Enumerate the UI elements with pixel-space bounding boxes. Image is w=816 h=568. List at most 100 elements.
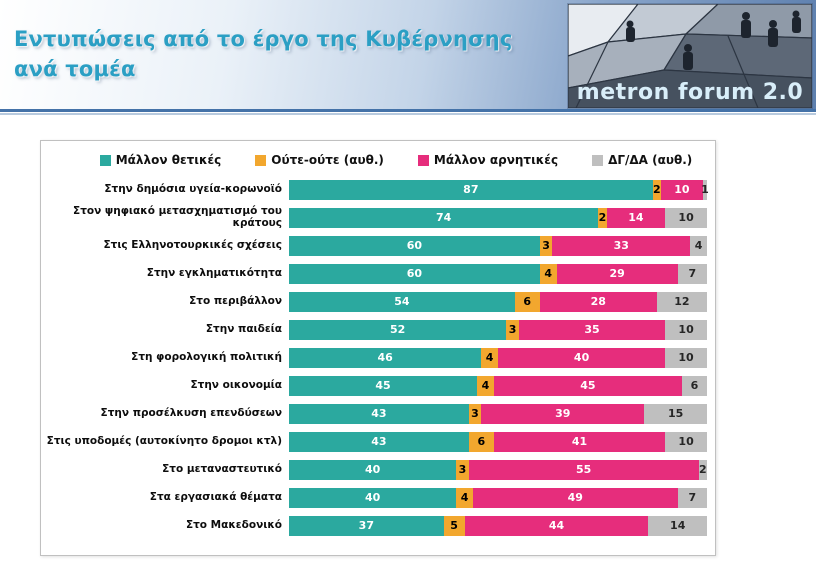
bar-segment: 4 bbox=[456, 487, 473, 508]
bar-segment: 40 bbox=[497, 347, 666, 368]
bar-value-label: 49 bbox=[567, 491, 583, 504]
bar-value-label: 5 bbox=[450, 519, 458, 532]
bar-value-label: 4 bbox=[485, 351, 494, 364]
chart-row: Στα εργασιακά θέματα 40 4 49 7 bbox=[45, 487, 707, 508]
bar-value-label: 52 bbox=[390, 323, 406, 336]
bar-value-label: 14 bbox=[628, 211, 644, 224]
bar-value-label: 60 bbox=[406, 267, 423, 280]
bar-segment: 49 bbox=[472, 487, 678, 508]
bar-value-label: 45 bbox=[375, 379, 391, 392]
bar-segment: 10 bbox=[661, 179, 703, 200]
bar-value-label: 4 bbox=[460, 491, 469, 504]
logo-wordmark: metron forum 2.0 bbox=[577, 80, 803, 105]
bar-value-label: 54 bbox=[394, 295, 410, 308]
bar-segment: 2 bbox=[698, 459, 707, 480]
bar-value-label: 2 bbox=[653, 183, 661, 196]
legend-item: Μάλλον θετικές bbox=[99, 153, 221, 167]
chart-legend: Μάλλον θετικές Ούτε-ούτε (αυθ.) Μάλλον αρν… bbox=[85, 153, 707, 167]
stacked-bar: 43 3 39 15 bbox=[289, 403, 707, 424]
category-label: Στην προσέλκυση επενδύσεων bbox=[100, 406, 282, 419]
bar-value-label: 10 bbox=[678, 323, 694, 336]
bar-value-label: 40 bbox=[364, 463, 381, 476]
bar-segment: 39 bbox=[481, 403, 645, 424]
bar-value-label: 37 bbox=[358, 519, 374, 532]
legend-swatch-icon bbox=[99, 154, 111, 166]
bar-value-label: 7 bbox=[688, 267, 697, 280]
bar-value-label: 60 bbox=[406, 239, 423, 252]
stacked-bar: 60 3 33 4 bbox=[289, 235, 707, 256]
stacked-bar: 52 3 35 10 bbox=[289, 319, 707, 340]
bar-value-label: 29 bbox=[609, 267, 625, 280]
bar-segment: 10 bbox=[665, 347, 707, 368]
bar-segment: 44 bbox=[464, 515, 649, 536]
bar-segment: 45 bbox=[493, 375, 682, 396]
bar-segment: 60 bbox=[289, 263, 540, 284]
bar-segment: 35 bbox=[518, 319, 666, 340]
bar-value-label: 39 bbox=[555, 407, 571, 420]
category-label: Στις Ελληνοτουρκικές σχέσεις bbox=[103, 238, 282, 251]
stacked-bar: 74 2 14 10 bbox=[289, 207, 707, 228]
bar-value-label: 35 bbox=[584, 323, 600, 336]
bar-value-label: 2 bbox=[698, 463, 707, 476]
bar-segment: 6 bbox=[468, 431, 494, 452]
bar-segment: 55 bbox=[468, 459, 699, 480]
bar-value-label: 4 bbox=[481, 379, 490, 392]
bar-segment: 3 bbox=[456, 459, 469, 480]
bar-segment: 2 bbox=[598, 207, 607, 228]
bar-segment: 10 bbox=[665, 319, 707, 340]
legend-swatch-icon bbox=[255, 154, 267, 166]
bar-value-label: 40 bbox=[573, 351, 590, 364]
bar-value-label: 45 bbox=[580, 379, 596, 392]
chart-row: Στον ψηφιακό μετασχηματισμό του κράτους 7… bbox=[45, 204, 707, 229]
category-label: Στο περιβάλλον bbox=[189, 294, 282, 307]
stacked-bar: 40 3 55 2 bbox=[289, 459, 707, 480]
bar-value-label: 46 bbox=[377, 351, 393, 364]
bar-value-label: 2 bbox=[598, 211, 607, 224]
chart-rows: Στην δημόσια υγεία-κορωνοϊό 87 2 10 1 Στον ψη… bbox=[45, 179, 709, 536]
bar-value-label: 10 bbox=[674, 183, 690, 196]
bar-value-label: 3 bbox=[471, 407, 479, 420]
bar-segment: 60 bbox=[289, 235, 540, 256]
bar-segment: 28 bbox=[539, 291, 657, 312]
bar-value-label: 10 bbox=[678, 351, 694, 364]
bar-segment: 43 bbox=[289, 431, 469, 452]
stacked-bar: 54 6 28 12 bbox=[289, 291, 707, 312]
bar-segment: 54 bbox=[289, 291, 515, 312]
bar-segment: 33 bbox=[552, 235, 691, 256]
legend-label: Μάλλον αρνητικές bbox=[433, 153, 559, 167]
chart-row: Στην δημόσια υγεία-κορωνοϊό 87 2 10 1 bbox=[45, 179, 709, 200]
legend-item: ΔΓ/ΔΑ (αυθ.) bbox=[592, 153, 692, 167]
bar-value-label: 3 bbox=[458, 463, 467, 476]
bar-segment: 10 bbox=[665, 207, 707, 228]
bar-value-label: 6 bbox=[690, 379, 699, 392]
chart-row: Στις υποδομές (αυτοκίνητο δρομοι κτλ) 43 6… bbox=[45, 431, 707, 452]
bar-segment: 3 bbox=[539, 235, 553, 256]
bar-value-label: 6 bbox=[477, 435, 486, 448]
bar-segment: 46 bbox=[289, 347, 482, 368]
category-label: Στη φορολογική πολιτική bbox=[131, 350, 282, 363]
bar-value-label: 40 bbox=[364, 491, 381, 504]
chart-row: Στο περιβάλλον 54 6 28 12 bbox=[45, 291, 707, 312]
bar-segment: 14 bbox=[648, 515, 707, 536]
category-label: Στην οικονομία bbox=[190, 378, 282, 391]
stacked-bar: 46 4 40 10 bbox=[289, 347, 707, 368]
bar-segment: 3 bbox=[468, 403, 482, 424]
bar-value-label: 6 bbox=[523, 295, 532, 308]
category-label: Στο μεταναστευτικό bbox=[162, 462, 282, 475]
metron-forum-logo: metron forum 2.0 bbox=[568, 4, 812, 108]
bar-value-label: 55 bbox=[576, 463, 592, 476]
chart-row: Στην οικονομία 45 4 45 6 bbox=[45, 375, 707, 396]
bar-value-label: 4 bbox=[694, 239, 703, 252]
category-label: Στις υποδομές (αυτοκίνητο δρομοι κτλ) bbox=[46, 434, 282, 447]
bar-value-label: 1 bbox=[701, 183, 709, 196]
category-label: Στα εργασιακά θέματα bbox=[149, 490, 282, 503]
stacked-bar: 45 4 45 6 bbox=[289, 375, 707, 396]
chart-row: Στην παιδεία 52 3 35 10 bbox=[45, 319, 707, 340]
bar-value-label: 10 bbox=[678, 435, 694, 448]
bar-segment: 6 bbox=[514, 291, 540, 312]
bar-segment: 40 bbox=[289, 487, 457, 508]
category-label: Στον ψηφιακό μετασχηματισμό του κράτους bbox=[73, 204, 282, 229]
bar-segment: 4 bbox=[539, 263, 557, 284]
bar-segment: 15 bbox=[644, 403, 707, 424]
bar-segment: 45 bbox=[289, 375, 478, 396]
